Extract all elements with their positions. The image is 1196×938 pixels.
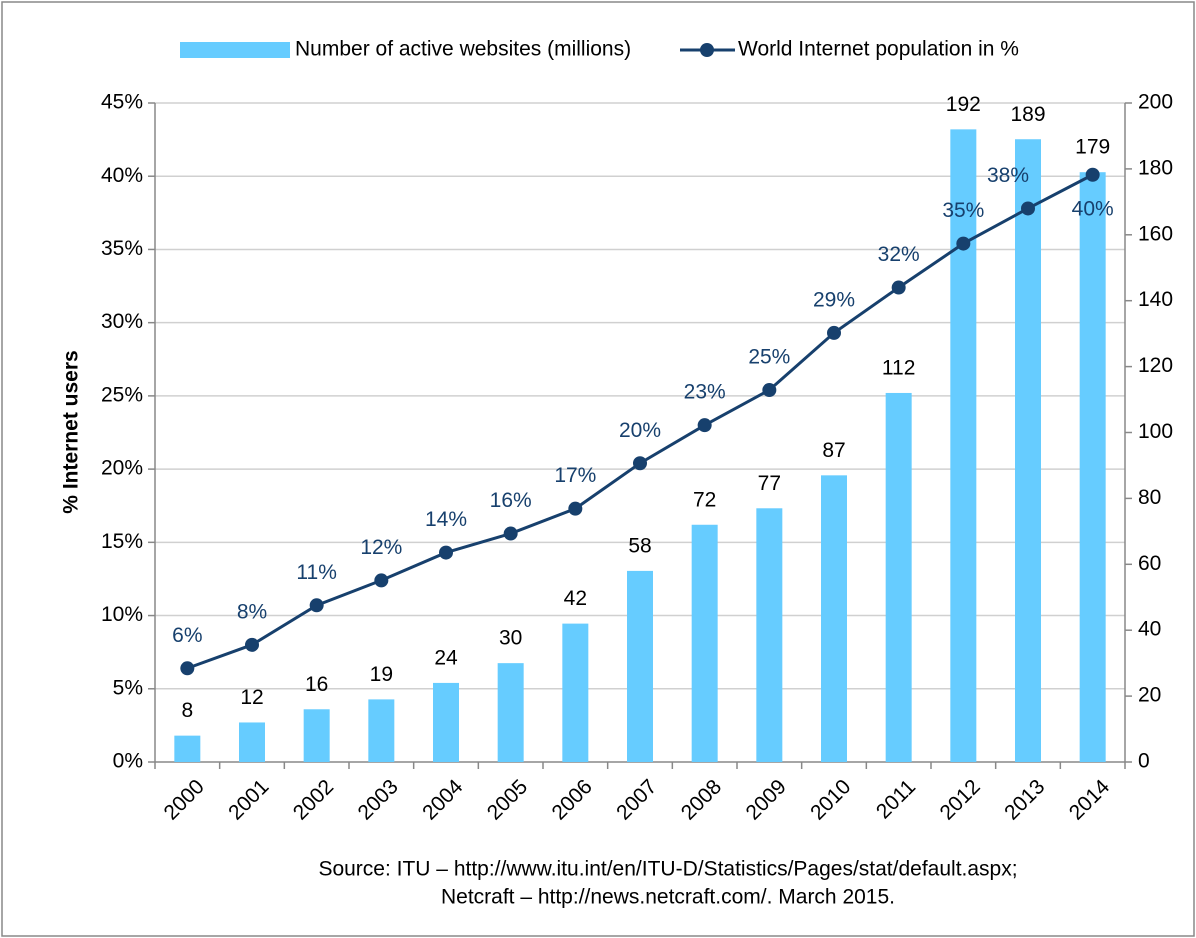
line-marker [309,598,324,613]
legend-marker [700,43,714,57]
line-marker [956,236,971,251]
line-marker [374,573,389,588]
legend-label: Number of active websites (millions) [295,38,631,61]
bar [950,129,977,763]
y2-tick-label: 100 [1138,420,1173,443]
bar-value-label: 192 [946,93,981,116]
bar [627,570,653,762]
source: Netcraft – http://news.netcraft.com/. Ma… [441,886,895,909]
bar [885,392,912,762]
line-value-label: 40% [1072,197,1114,220]
line-value-label: 35% [942,199,984,222]
line-value-label: 8% [237,600,267,623]
bar-value-label: 189 [1010,103,1045,126]
line-marker [1021,201,1035,216]
line-marker [180,661,195,676]
y2-tick-label: 200 [1138,91,1173,114]
source: Source: ITU – http://www.itu.int/en/ITU-… [318,858,1017,881]
bar-value-label: 87 [822,439,845,462]
line-marker [891,280,906,295]
bar [1079,172,1106,762]
line-value-label: 6% [172,624,202,647]
bar-value-label: 16 [305,673,328,696]
bar [497,663,524,762]
line-value-label: 32% [878,243,920,266]
y-tick-label: 30% [101,310,143,333]
y2-tick-label: 0 [1138,750,1150,773]
line-marker [697,418,712,433]
bar [433,682,459,762]
line-marker [503,526,518,541]
bar [1015,139,1041,762]
bar-value-label: 30 [499,627,522,650]
line-marker [568,501,583,516]
line-value-label: 25% [748,346,790,369]
line-marker [633,456,647,471]
y2-tick-label: 60 [1138,552,1161,575]
y2-tick-label: 160 [1138,222,1173,245]
y-tick-label: 35% [101,237,143,260]
line-value-label: 17% [554,464,596,487]
line-value-label: 11% [296,561,336,584]
line-marker [439,545,453,560]
bar-value-label: 8 [181,699,193,722]
y-axis-label: % Internet users [60,350,83,513]
bar-value-label: 72 [693,488,716,511]
line-value-label: 20% [619,419,661,442]
line-marker [827,325,841,340]
bar [691,524,718,762]
y-tick-label: 5% [113,676,143,699]
bar-value-label: 42 [564,587,587,610]
line-value-label: 12% [360,536,402,559]
bar [756,508,783,762]
y2-tick-label: 120 [1138,354,1173,377]
y-tick-label: 15% [101,530,143,553]
bar [368,699,395,762]
bar [303,709,330,762]
bar-value-label: 58 [628,534,651,557]
bar-value-label: 77 [758,472,781,495]
y2-tick-label: 20 [1138,684,1161,707]
y2-tick-label: 40 [1138,618,1161,641]
bar [239,722,265,762]
y-tick-label: 20% [101,457,143,480]
line-value-label: 16% [490,489,532,512]
bar-value-label: 19 [370,663,393,686]
y-tick-label: 40% [101,164,143,187]
line-value-label: 38% [987,164,1029,187]
bar [821,475,847,762]
line-marker [245,637,259,652]
line-marker [762,383,777,398]
bar [174,735,201,762]
y2-tick-label: 80 [1138,486,1161,509]
y-tick-label: 0% [113,750,143,773]
bar-value-label: 24 [434,646,458,669]
line-value-label: 14% [425,508,467,531]
y2-tick-label: 180 [1138,156,1173,179]
y-tick-label: 10% [101,603,143,626]
line-value-label: 29% [813,288,855,311]
bar-value-label: 179 [1075,136,1110,159]
line-marker [1085,167,1100,182]
y-tick-label: 25% [101,383,143,406]
line-value-label: 23% [684,381,726,404]
bar-value-label: 12 [240,686,263,709]
legend-label: World Internet population in % [738,38,1019,61]
legend-swatch [180,42,290,58]
bar-value-label: 112 [882,357,915,380]
y-tick-label: 45% [101,91,143,114]
y2-tick-label: 140 [1138,288,1173,311]
bar [562,623,589,762]
